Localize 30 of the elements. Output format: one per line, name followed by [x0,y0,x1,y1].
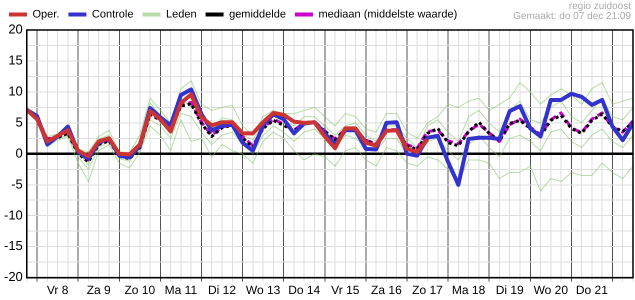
legend-label: Controle [92,8,134,21]
y-tick-label: 20 [8,22,23,37]
x-tick-label: Do 14 [288,283,321,298]
x-tick-label: Di 19 [496,283,524,298]
legend-label: mediaan (middelste waarde) [318,8,458,21]
x-tick-label: Di 12 [208,283,236,298]
y-tick-label: -15 [4,238,23,254]
x-tick-label: Vr 15 [331,283,360,298]
text: Gemaakt: do 07 dec 21:09 [513,10,632,22]
y-tick-label: 5 [16,114,23,130]
x-tick-label: Do 21 [576,283,608,298]
x-tick-label: Wo 13 [246,283,281,298]
y-tick-label: -20 [4,269,23,284]
x-tick-label: Ma 11 [164,283,198,298]
x-tick-label: Zo 17 [412,283,444,298]
legend-label: gemiddelde [229,8,286,21]
legend-label: Oper. [32,8,60,21]
x-tick-label: Zo 10 [124,283,156,298]
y-tick-label: 0 [16,145,23,160]
x-tick-label: Za 16 [371,283,402,298]
y-tick-label: -10 [4,207,23,222]
x-tick-label: Za 9 [86,283,112,298]
x-tick-label: Wo 20 [534,283,568,298]
legend-label: Leden [166,8,197,21]
y-tick-label: 10 [8,83,23,98]
x-tick-label: Ma 18 [452,283,486,298]
x-tick-label: Vr 8 [46,283,69,298]
text: regio zuidoost [568,0,632,12]
y-tick-label: 15 [8,52,23,68]
y-tick-label: -5 [11,176,23,192]
